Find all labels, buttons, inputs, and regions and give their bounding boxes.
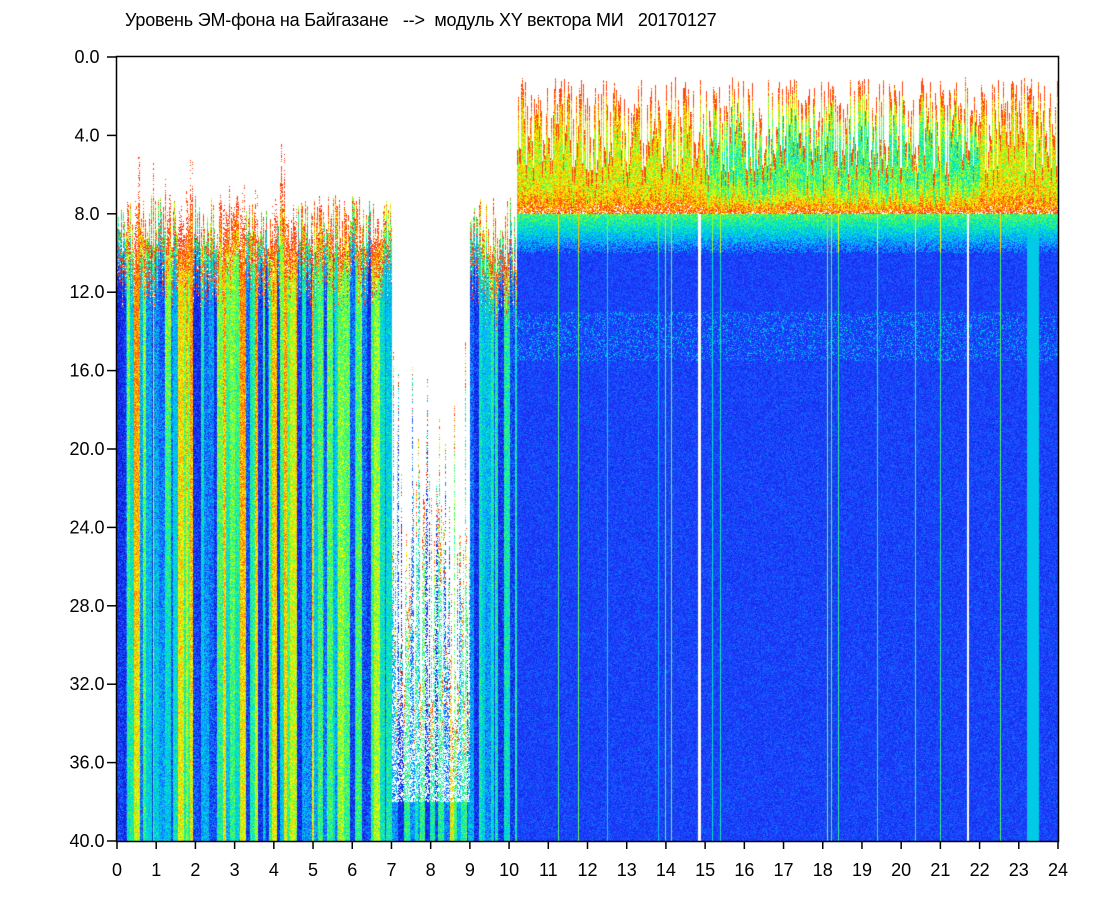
- x-tick-label: 17: [774, 860, 794, 880]
- x-tick-label: 18: [813, 860, 833, 880]
- x-tick-label: 9: [465, 860, 475, 880]
- y-tick-label: 12.0: [69, 282, 104, 302]
- x-tick-label: 4: [269, 860, 279, 880]
- y-tick-label: 8.0: [74, 204, 99, 224]
- y-tick-label: 28.0: [69, 596, 104, 616]
- x-tick-label: 14: [656, 860, 676, 880]
- y-tick-label: 36.0: [69, 753, 104, 773]
- x-tick-label: 6: [347, 860, 357, 880]
- x-axis: 0 1 2 3 4 5 6 7 8 9 10 11 12 13 14 15 16 17 18 19 20 21 22 23 24: [112, 841, 1068, 880]
- spectrogram-plot-area: [117, 57, 1058, 841]
- y-tick-label: 4.0: [74, 125, 99, 145]
- y-axis: 0.0 4.0 8.0 12.0 16.0 20.0 24.0 28.0 32.0 36.0 40.…: [69, 47, 117, 851]
- x-tick-label: 20: [891, 860, 911, 880]
- y-tick-label: 32.0: [69, 674, 104, 694]
- x-tick-label: 11: [539, 860, 558, 880]
- x-tick-label: 3: [230, 860, 240, 880]
- y-tick-label: 40.0: [69, 831, 104, 851]
- x-tick-label: 22: [970, 860, 990, 880]
- y-tick-label: 24.0: [69, 517, 104, 537]
- x-tick-label: 24: [1048, 860, 1068, 880]
- x-tick-label: 16: [734, 860, 754, 880]
- y-tick-label: 16.0: [69, 361, 104, 381]
- x-tick-label: 0: [112, 860, 122, 880]
- x-tick-label: 21: [930, 860, 950, 880]
- x-tick-label: 1: [151, 860, 161, 880]
- x-tick-label: 2: [190, 860, 200, 880]
- plot-frame: [115, 55, 1060, 843]
- x-tick-label: 13: [617, 860, 637, 880]
- x-tick-label: 10: [499, 860, 519, 880]
- chart-title: Уровень ЭМ-фона на Байгазане --> модуль …: [125, 10, 717, 30]
- y-tick-label: 20.0: [69, 439, 104, 459]
- x-tick-label: 8: [426, 860, 436, 880]
- x-tick-label: 12: [577, 860, 597, 880]
- x-tick-label: 23: [1009, 860, 1029, 880]
- x-tick-label: 19: [852, 860, 872, 880]
- x-tick-label: 5: [308, 860, 318, 880]
- x-tick-label: 15: [695, 860, 715, 880]
- y-tick-label: 0.0: [74, 47, 99, 67]
- x-tick-label: 7: [386, 860, 396, 880]
